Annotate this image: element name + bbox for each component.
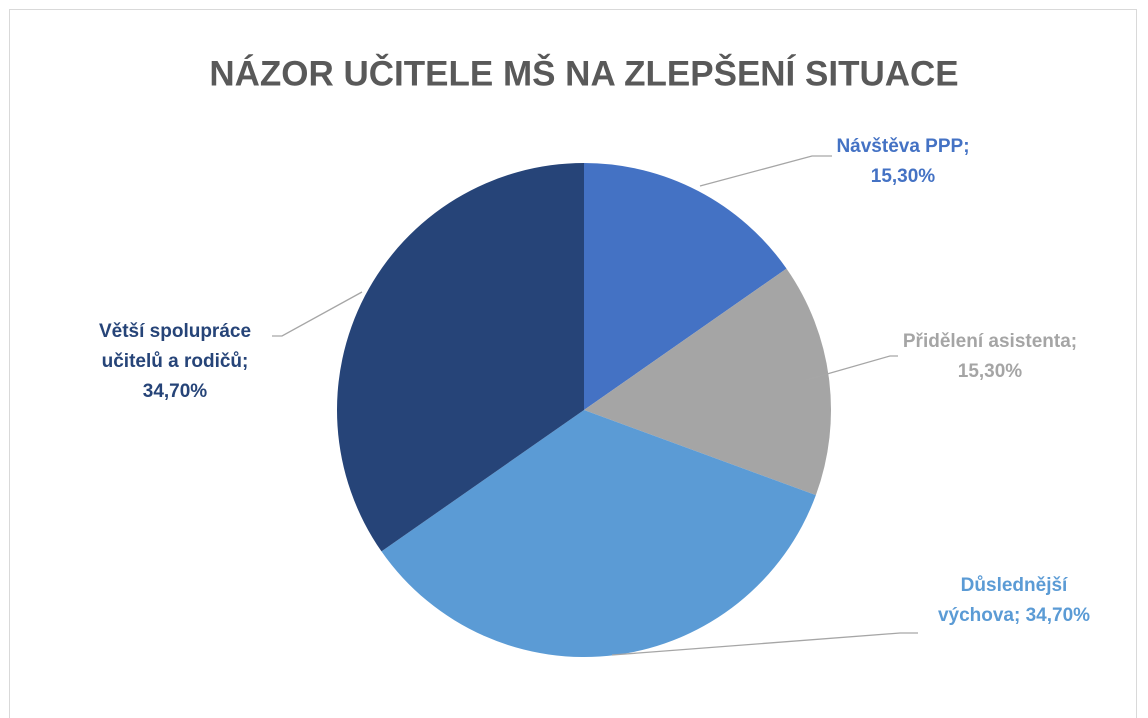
- label-category: Větší spolupráce učitelů a rodičů: [98, 321, 252, 372]
- label-value: 34,70%: [1025, 605, 1091, 626]
- label-separator: ;: [242, 351, 249, 372]
- pie-slice: [584, 163, 787, 410]
- leader-line: [272, 291, 363, 337]
- chart-frame: [9, 9, 1137, 718]
- pie-slice: [381, 410, 816, 657]
- leader-line: [611, 632, 918, 656]
- label-category: Přidělení asistenta: [902, 331, 1071, 352]
- label-separator: ;: [1070, 331, 1078, 352]
- data-label: Důslednější výchova; 34,70%: [919, 571, 1109, 631]
- leader-line: [699, 155, 832, 187]
- data-label: Návštěva PPP; 15,30%: [821, 132, 986, 192]
- data-label: Větší spolupráce učitelů a rodičů; 34,70…: [70, 317, 280, 407]
- label-value: 15,30%: [957, 361, 1023, 382]
- pie-slice: [337, 163, 584, 552]
- data-label: Přidělení asistenta; 15,30%: [888, 327, 1093, 387]
- leader-line: [805, 355, 898, 381]
- label-category: Návštěva PPP: [836, 136, 964, 157]
- label-category: Důslednější výchova: [937, 575, 1068, 626]
- label-separator: ;: [963, 136, 970, 157]
- chart-title: NÁZOR UČITELE MŠ NA ZLEPŠENÍ SITUACE: [209, 53, 958, 93]
- label-value: 34,70%: [142, 381, 208, 402]
- pie-slice: [584, 268, 832, 496]
- label-separator: ;: [1013, 605, 1021, 626]
- label-value: 15,30%: [870, 166, 936, 187]
